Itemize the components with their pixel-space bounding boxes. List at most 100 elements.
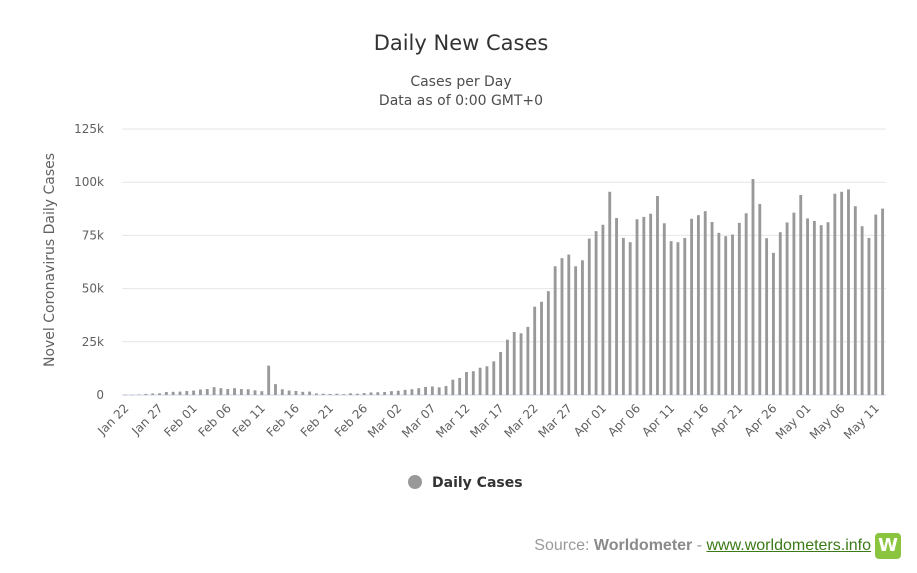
bar[interactable]	[812, 220, 816, 395]
bar[interactable]	[171, 391, 175, 395]
bar[interactable]	[430, 386, 434, 395]
bar[interactable]	[308, 391, 312, 395]
bar[interactable]	[840, 191, 844, 395]
bar[interactable]	[192, 390, 196, 395]
bar[interactable]	[287, 390, 291, 395]
bar[interactable]	[533, 306, 537, 395]
bar[interactable]	[656, 196, 659, 395]
bar[interactable]	[731, 234, 734, 395]
bar[interactable]	[226, 389, 230, 395]
bar[interactable]	[847, 189, 850, 395]
bar[interactable]	[567, 254, 571, 395]
bar[interactable]	[130, 394, 134, 396]
bars[interactable]	[123, 179, 885, 396]
bar[interactable]	[294, 390, 298, 395]
bar[interactable]	[158, 393, 161, 395]
bar[interactable]	[860, 226, 864, 395]
bar[interactable]	[178, 391, 182, 395]
bar[interactable]	[594, 231, 598, 395]
bar[interactable]	[274, 384, 277, 395]
bar[interactable]	[321, 393, 325, 395]
bar[interactable]	[396, 390, 400, 395]
bar[interactable]	[424, 386, 427, 395]
bar[interactable]	[690, 218, 694, 395]
bar[interactable]	[478, 367, 482, 395]
bar[interactable]	[703, 211, 707, 395]
bar[interactable]	[669, 241, 673, 395]
bar[interactable]	[410, 389, 414, 395]
bar[interactable]	[123, 394, 127, 396]
bar[interactable]	[587, 238, 591, 395]
bar[interactable]	[608, 191, 612, 395]
bar[interactable]	[164, 392, 168, 395]
bar[interactable]	[280, 389, 284, 395]
bar[interactable]	[642, 216, 646, 395]
bar[interactable]	[546, 291, 550, 395]
bar[interactable]	[355, 393, 359, 395]
bar[interactable]	[806, 218, 809, 395]
bar[interactable]	[383, 392, 387, 395]
bar[interactable]	[471, 371, 475, 395]
bar[interactable]	[199, 389, 202, 395]
bar[interactable]	[799, 194, 803, 395]
bar[interactable]	[505, 339, 509, 395]
bar[interactable]	[519, 333, 523, 395]
bar[interactable]	[253, 390, 257, 395]
bar[interactable]	[758, 203, 762, 395]
bar[interactable]	[751, 179, 755, 395]
bar[interactable]	[819, 225, 823, 395]
bar[interactable]	[621, 237, 625, 395]
bar[interactable]	[696, 215, 700, 395]
bar[interactable]	[369, 392, 373, 395]
bar[interactable]	[792, 212, 796, 395]
bar[interactable]	[737, 222, 741, 395]
bar[interactable]	[826, 222, 830, 395]
bar[interactable]	[662, 223, 666, 395]
bar[interactable]	[724, 236, 728, 395]
bar[interactable]	[615, 217, 618, 395]
bar[interactable]	[465, 372, 468, 395]
bar[interactable]	[417, 388, 421, 395]
bar[interactable]	[853, 206, 857, 395]
bar[interactable]	[710, 221, 714, 395]
bar[interactable]	[444, 386, 448, 395]
bar[interactable]	[376, 392, 380, 395]
bar[interactable]	[151, 393, 155, 395]
bar[interactable]	[185, 390, 189, 395]
bar[interactable]	[765, 238, 769, 395]
bar[interactable]	[560, 258, 564, 395]
bar[interactable]	[328, 393, 332, 395]
bar[interactable]	[233, 388, 236, 395]
bar[interactable]	[540, 301, 543, 395]
bar[interactable]	[553, 266, 557, 395]
bar[interactable]	[744, 213, 748, 395]
bar[interactable]	[205, 389, 209, 395]
bar[interactable]	[785, 222, 789, 395]
bar[interactable]	[492, 361, 496, 395]
worldometer-logo-icon[interactable]: W	[875, 533, 901, 559]
credits-link[interactable]: www.worldometers.info	[706, 537, 872, 554]
bar[interactable]	[335, 393, 339, 395]
bar[interactable]	[246, 389, 250, 395]
bar[interactable]	[499, 352, 503, 395]
bar[interactable]	[144, 393, 148, 395]
bar[interactable]	[314, 393, 318, 395]
bar[interactable]	[581, 260, 584, 395]
bar[interactable]	[451, 379, 455, 395]
bar[interactable]	[437, 387, 441, 395]
bar[interactable]	[683, 237, 687, 395]
legend-item-daily-cases[interactable]: Daily Cases	[408, 475, 523, 491]
bar[interactable]	[601, 224, 605, 395]
bar[interactable]	[403, 389, 407, 395]
bar[interactable]	[772, 252, 775, 395]
bar[interactable]	[137, 394, 141, 395]
bar[interactable]	[342, 394, 346, 395]
bar[interactable]	[301, 391, 305, 395]
bar[interactable]	[635, 219, 639, 395]
bar[interactable]	[219, 388, 223, 395]
bar[interactable]	[867, 237, 871, 395]
bar[interactable]	[874, 214, 878, 395]
bar[interactable]	[881, 208, 885, 395]
bar[interactable]	[628, 242, 632, 395]
bar[interactable]	[267, 365, 271, 395]
